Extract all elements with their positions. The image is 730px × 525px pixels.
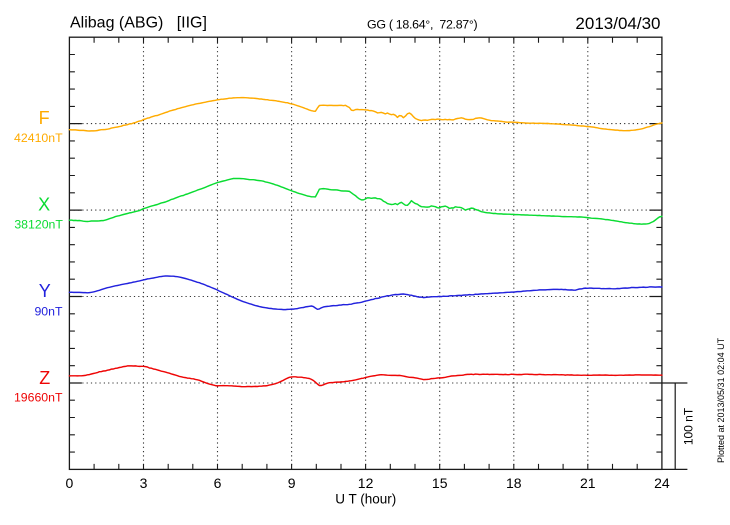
svg-text:100 nT: 100 nT [681, 407, 695, 445]
svg-text:X: X [38, 194, 50, 214]
svg-text:38120nT: 38120nT [14, 218, 63, 232]
svg-text:F: F [39, 108, 50, 128]
svg-text:90nT: 90nT [34, 305, 63, 319]
svg-text:19660nT: 19660nT [14, 391, 63, 405]
svg-text:Plotted at 2013/05/31 02:04 UT: Plotted at 2013/05/31 02:04 UT [716, 337, 726, 463]
svg-text:24: 24 [654, 475, 670, 491]
svg-text:3: 3 [140, 475, 148, 491]
svg-text:0: 0 [66, 475, 74, 491]
svg-text:21: 21 [580, 475, 596, 491]
svg-text:9: 9 [288, 475, 296, 491]
svg-text:2013/04/30: 2013/04/30 [575, 14, 660, 33]
svg-text:Y: Y [39, 281, 51, 301]
svg-text:42410nT: 42410nT [14, 131, 63, 145]
svg-text:15: 15 [432, 475, 448, 491]
svg-text:12: 12 [358, 475, 374, 491]
svg-text:U T (hour): U T (hour) [335, 492, 396, 507]
svg-text:Alibag (ABG) [IIG]: Alibag (ABG) [IIG] [70, 15, 207, 32]
svg-text:Z: Z [39, 368, 50, 388]
svg-text:6: 6 [214, 475, 222, 491]
svg-text:GG ( 18.64°, 72.87°): GG ( 18.64°, 72.87°) [367, 18, 478, 32]
svg-text:18: 18 [506, 475, 522, 491]
